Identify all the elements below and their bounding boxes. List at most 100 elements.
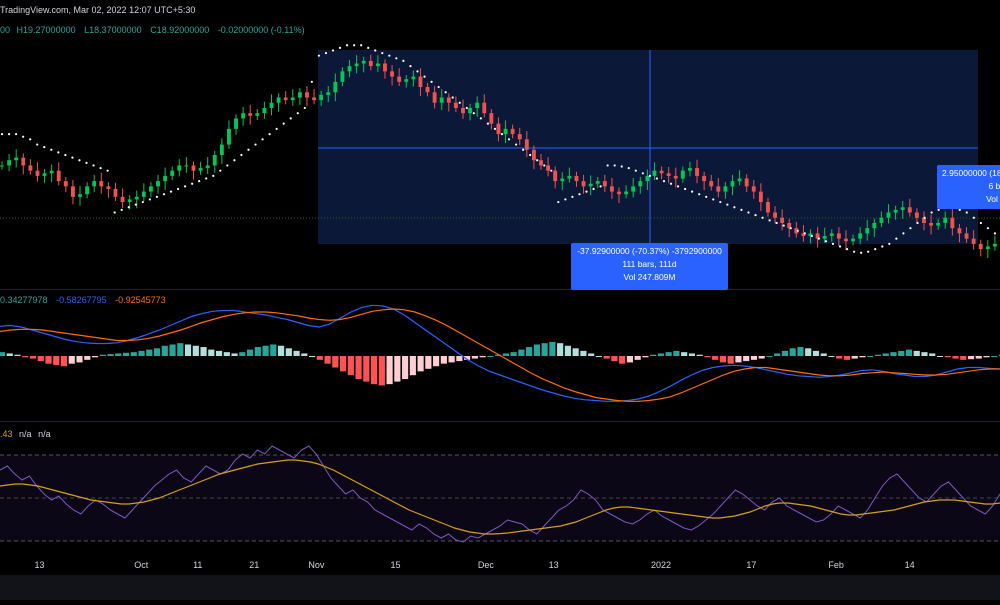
rsi-na-1: n/a bbox=[19, 429, 32, 439]
right-tooltip-line1: 2.95000000 (18 bbox=[942, 168, 1000, 178]
macd-hist-bar bbox=[68, 356, 75, 364]
candle-body bbox=[723, 186, 728, 192]
candle-body bbox=[936, 222, 941, 226]
sar-dot bbox=[254, 143, 257, 146]
macd-hist-bar bbox=[967, 356, 975, 360]
candle-body bbox=[638, 181, 643, 187]
candle-body bbox=[390, 71, 395, 77]
pane-divider-rsi[interactable] bbox=[0, 421, 1000, 422]
candle-body bbox=[312, 97, 316, 101]
macd-hist-bar bbox=[91, 356, 99, 358]
x-tick-label: 2022 bbox=[651, 560, 672, 570]
candle-body bbox=[539, 160, 543, 166]
candle-body bbox=[631, 186, 636, 192]
sar-dot bbox=[613, 164, 616, 167]
x-tick-label: Nov bbox=[308, 560, 325, 570]
sar-dot bbox=[50, 148, 53, 151]
macd-hist-bar bbox=[471, 356, 478, 359]
macd-hist-bar bbox=[177, 343, 184, 356]
macd-hist-bar bbox=[944, 356, 951, 358]
candle-body bbox=[78, 194, 82, 197]
macd-hist-bar bbox=[254, 347, 261, 356]
candle-body bbox=[276, 97, 281, 103]
candle-body bbox=[794, 228, 799, 234]
sar-dot bbox=[909, 227, 912, 230]
x-tick-label: Dec bbox=[477, 560, 494, 570]
macd-hist-bar bbox=[626, 356, 633, 363]
candle-body bbox=[992, 243, 997, 247]
sar-dot bbox=[747, 211, 750, 214]
macd-hist-bar bbox=[270, 344, 277, 356]
sar-dot bbox=[282, 122, 285, 125]
sar-dot bbox=[493, 127, 497, 130]
measure-tooltip-line1: -37.92900000 (-70.37%) -3792900000 bbox=[577, 246, 722, 256]
sar-dot bbox=[162, 193, 166, 196]
sar-dot bbox=[916, 221, 919, 225]
sar-dot bbox=[458, 101, 461, 104]
macd-hist-bar bbox=[169, 344, 176, 356]
sar-dot bbox=[754, 214, 757, 217]
macd-hist-bar bbox=[76, 356, 83, 363]
candle-body bbox=[602, 181, 607, 187]
pane-divider-macd[interactable] bbox=[0, 289, 1000, 290]
candle-body bbox=[879, 217, 884, 223]
macd-hist-bar bbox=[828, 356, 835, 357]
macd-hist-bar bbox=[533, 344, 540, 356]
macd-hist-bar bbox=[495, 354, 502, 356]
macd-hist-bar bbox=[146, 349, 153, 356]
candle-body bbox=[42, 173, 47, 176]
candle-body bbox=[177, 165, 182, 171]
macd-hist-bar bbox=[797, 347, 804, 356]
candle-body bbox=[333, 81, 338, 93]
sar-dot bbox=[176, 187, 180, 191]
macd-hist-bar bbox=[464, 356, 471, 360]
macd-hist-bar bbox=[859, 356, 866, 358]
macd-hist-bar bbox=[851, 356, 858, 359]
sar-dot bbox=[486, 122, 490, 125]
candle-body bbox=[205, 165, 210, 169]
sar-dot bbox=[268, 132, 271, 136]
macd-hist-bar bbox=[200, 347, 207, 356]
sar-dot bbox=[592, 187, 595, 191]
candle-body bbox=[113, 188, 118, 197]
macd-signal-line bbox=[0, 308, 1000, 402]
candle-body bbox=[950, 217, 955, 229]
sar-dot bbox=[310, 80, 313, 83]
candle-body bbox=[283, 97, 288, 101]
candle-body bbox=[234, 118, 238, 129]
x-tick-label: 11 bbox=[193, 560, 203, 570]
macd-hist-bar bbox=[975, 356, 982, 359]
candle-body bbox=[14, 157, 19, 161]
sar-dot bbox=[888, 242, 891, 245]
sar-dot bbox=[803, 232, 806, 235]
macd-hist-bar bbox=[417, 356, 424, 372]
candle-body bbox=[737, 178, 742, 182]
sar-dot bbox=[120, 208, 123, 211]
bottom-bar bbox=[0, 575, 1000, 600]
candle-body bbox=[163, 175, 168, 182]
sar-dot bbox=[599, 185, 602, 188]
candle-body bbox=[432, 92, 437, 103]
sar-dot bbox=[958, 208, 961, 211]
macd-hist-bar bbox=[836, 356, 843, 359]
candle-body bbox=[609, 186, 614, 192]
candle-body bbox=[716, 186, 721, 192]
sar-dot bbox=[22, 135, 25, 138]
candle-body bbox=[375, 63, 380, 67]
candle-body bbox=[319, 94, 324, 101]
sar-dot bbox=[324, 51, 328, 55]
sar-dot bbox=[71, 156, 74, 159]
sar-dot bbox=[733, 206, 736, 209]
candle-body bbox=[886, 212, 891, 218]
macd-hist-bar bbox=[409, 356, 416, 376]
candle-body bbox=[808, 233, 813, 237]
macd-hist-bar bbox=[890, 352, 897, 356]
sar-dot bbox=[564, 198, 567, 201]
candle-body bbox=[262, 107, 267, 114]
x-tick-label: 17 bbox=[746, 560, 757, 570]
macd-hist-value: 0.34277978 bbox=[0, 295, 48, 305]
candle-body bbox=[751, 186, 756, 192]
candle-body bbox=[28, 165, 33, 171]
